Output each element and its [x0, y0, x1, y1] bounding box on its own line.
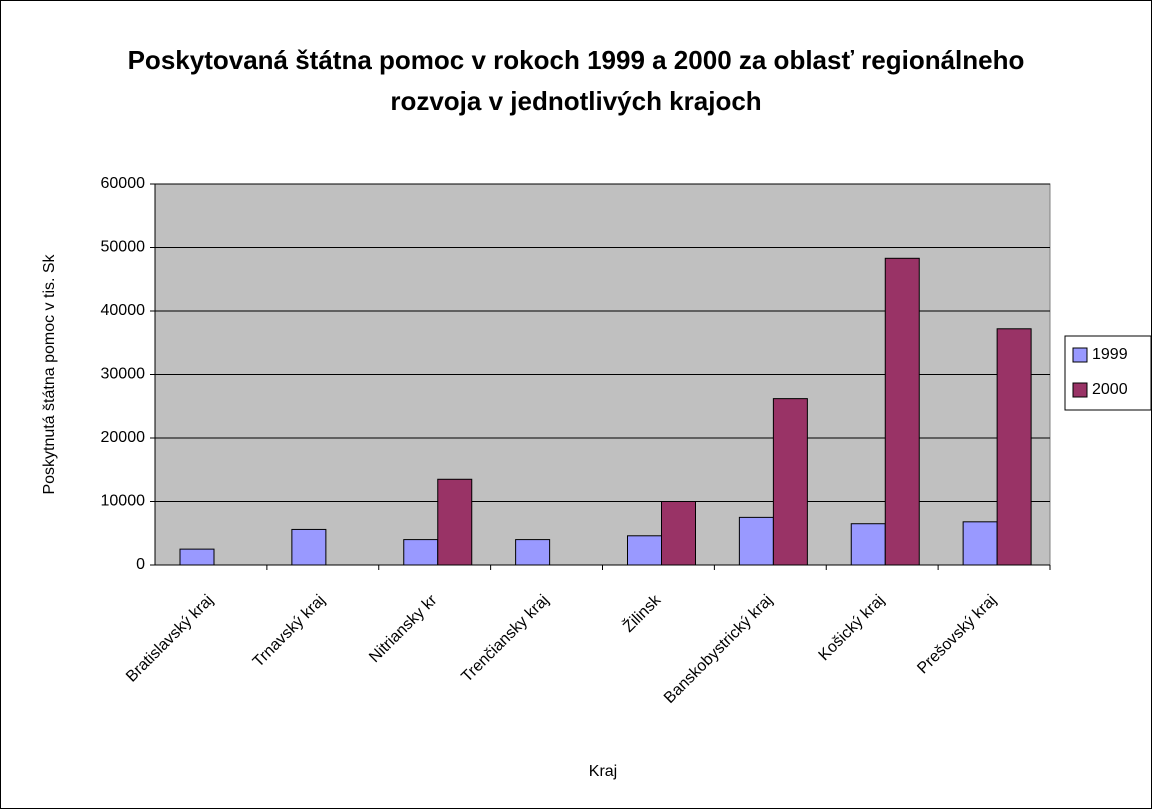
bar: [515, 539, 551, 566]
bar: [179, 548, 215, 566]
bar: [996, 328, 1032, 566]
y-tick-label: 40000: [101, 302, 146, 319]
bar: [291, 528, 327, 566]
x-axis-label: Kraj: [589, 763, 617, 780]
legend-label: 1999: [1092, 346, 1128, 363]
legend-swatch: [1072, 347, 1088, 363]
bar: [850, 523, 886, 566]
y-tick-label: 0: [136, 556, 145, 573]
chart-title: Poskytovaná štátna pomoc v rokoch 1999 a…: [127, 45, 1025, 116]
bar: [627, 535, 662, 566]
y-tick-label: 60000: [101, 175, 146, 192]
legend-label: 2000: [1092, 381, 1128, 398]
legend-swatch: [1072, 382, 1088, 398]
bar: [661, 501, 696, 566]
bar: [738, 516, 774, 566]
y-tick-label: 10000: [101, 493, 146, 510]
y-axis-label: Poskytnutá štátna pomoc v tis. Sk: [41, 253, 58, 494]
y-tick-label: 30000: [101, 366, 146, 383]
bar: [962, 521, 998, 566]
bar: [403, 539, 439, 566]
bar: [772, 398, 808, 566]
bar: [437, 478, 473, 566]
y-tick-label: 20000: [101, 429, 146, 446]
y-tick-label: 50000: [101, 239, 146, 256]
bar: [884, 257, 920, 566]
